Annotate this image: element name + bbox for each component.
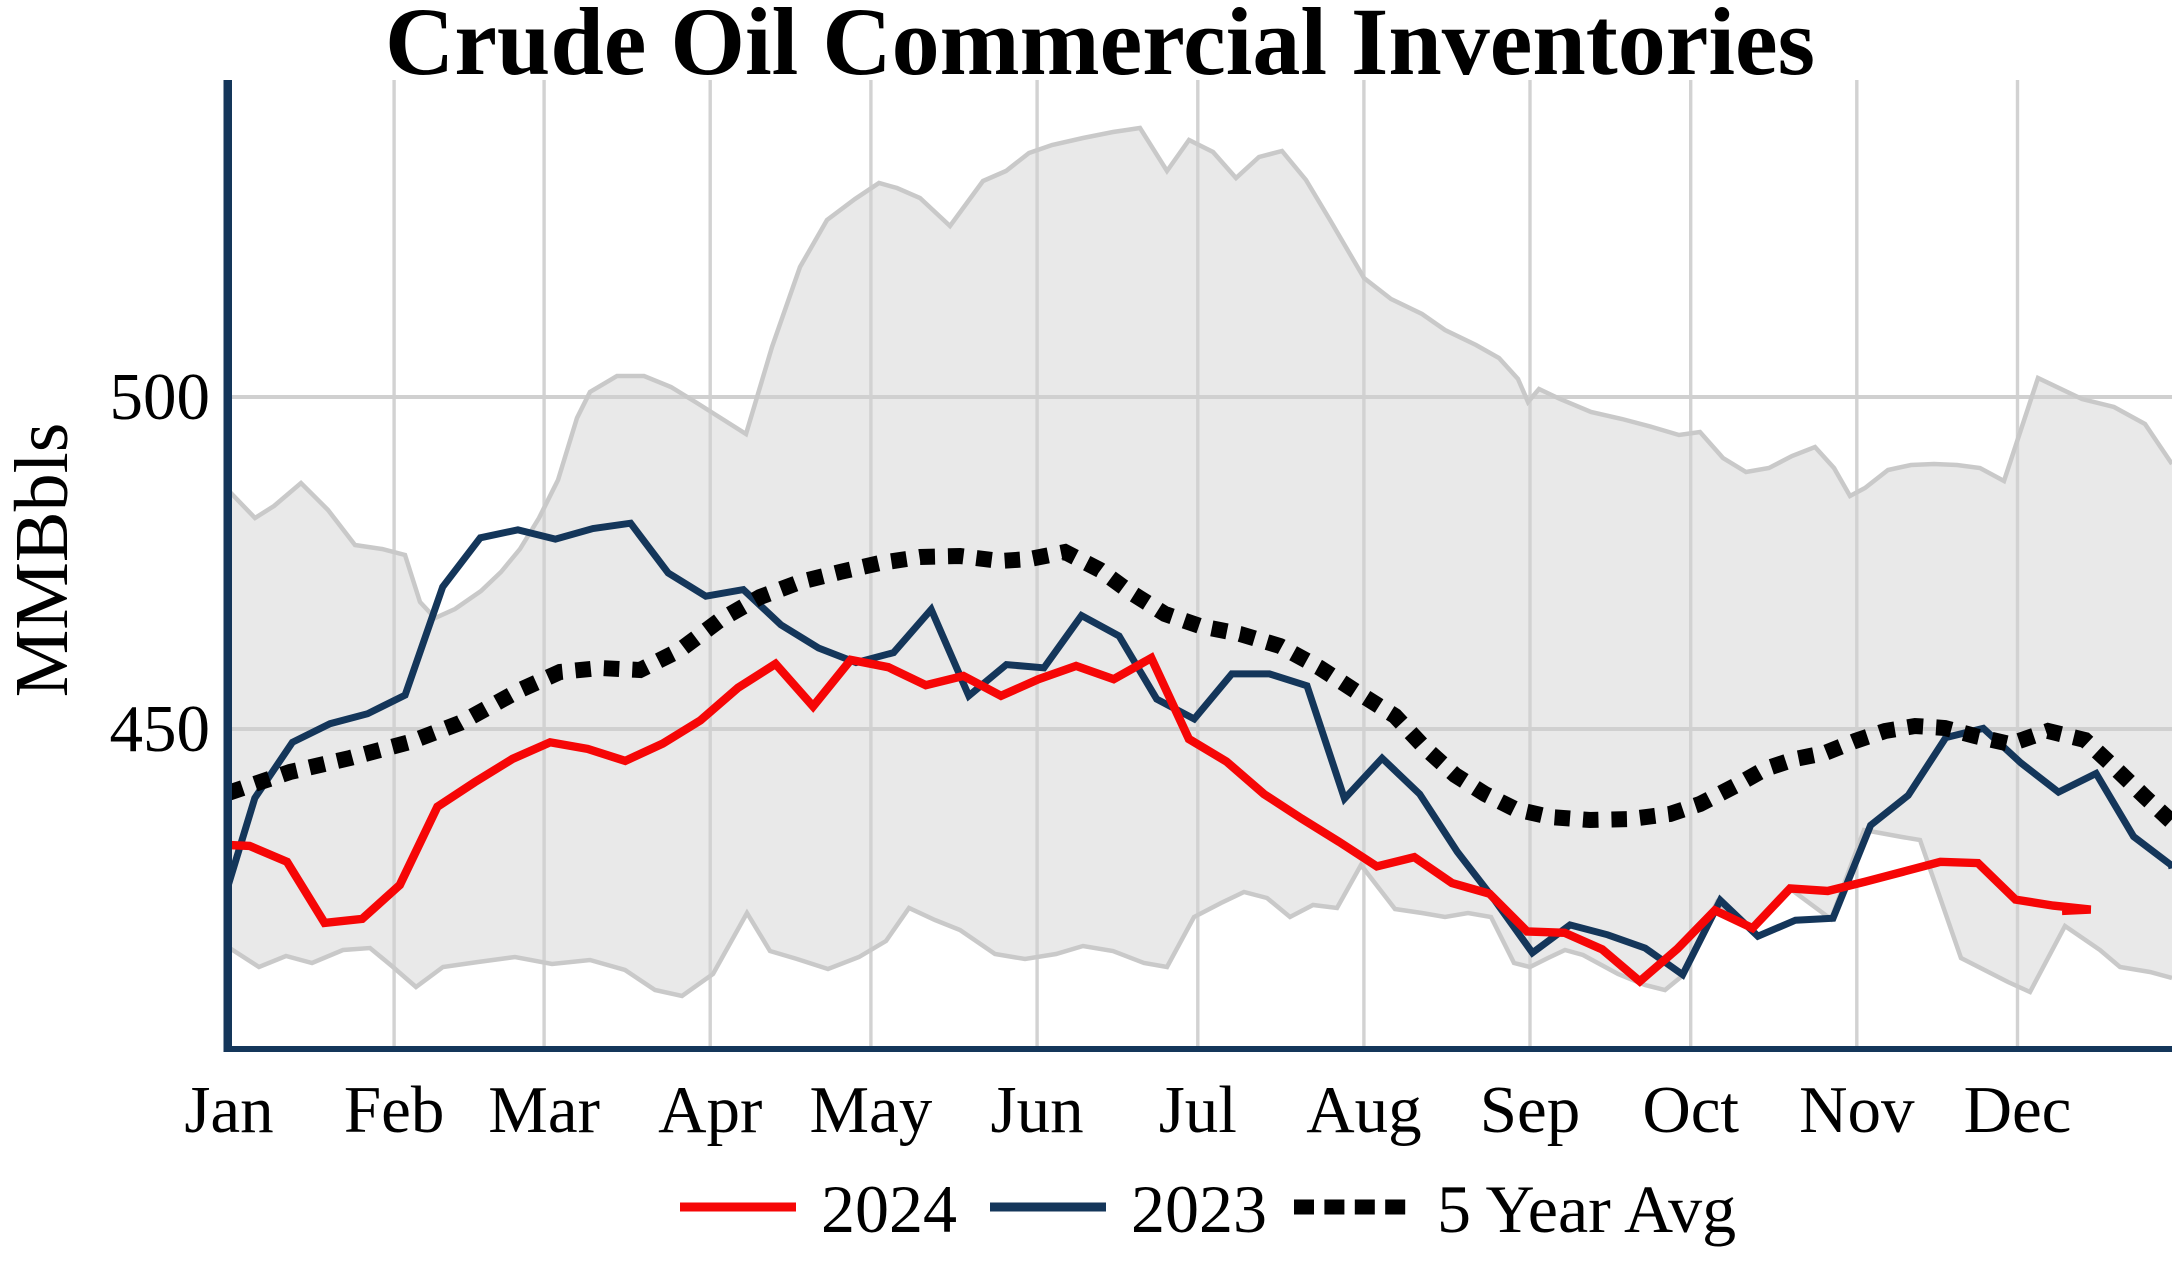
svg-text:Crude Oil Commercial Inventori: Crude Oil Commercial Inventories xyxy=(385,0,1815,95)
svg-text:Dec: Dec xyxy=(1964,1073,2072,1147)
svg-text:Jun: Jun xyxy=(991,1073,1084,1147)
svg-text:MMBbls: MMBbls xyxy=(0,423,84,698)
svg-text:Jul: Jul xyxy=(1159,1073,1237,1147)
svg-text:Nov: Nov xyxy=(1799,1073,1915,1147)
svg-text:Oct: Oct xyxy=(1642,1073,1739,1147)
svg-text:Apr: Apr xyxy=(658,1073,762,1147)
svg-text:Jan: Jan xyxy=(184,1073,273,1147)
svg-text:2024: 2024 xyxy=(821,1171,957,1247)
svg-text:500: 500 xyxy=(110,360,211,434)
svg-text:Mar: Mar xyxy=(488,1073,600,1147)
svg-text:2023: 2023 xyxy=(1131,1171,1267,1247)
svg-text:5 Year Avg: 5 Year Avg xyxy=(1437,1171,1736,1247)
svg-text:Feb: Feb xyxy=(344,1073,445,1147)
svg-text:May: May xyxy=(809,1073,932,1147)
svg-text:Sep: Sep xyxy=(1480,1073,1581,1147)
svg-text:450: 450 xyxy=(110,692,211,766)
svg-text:Aug: Aug xyxy=(1306,1073,1421,1147)
